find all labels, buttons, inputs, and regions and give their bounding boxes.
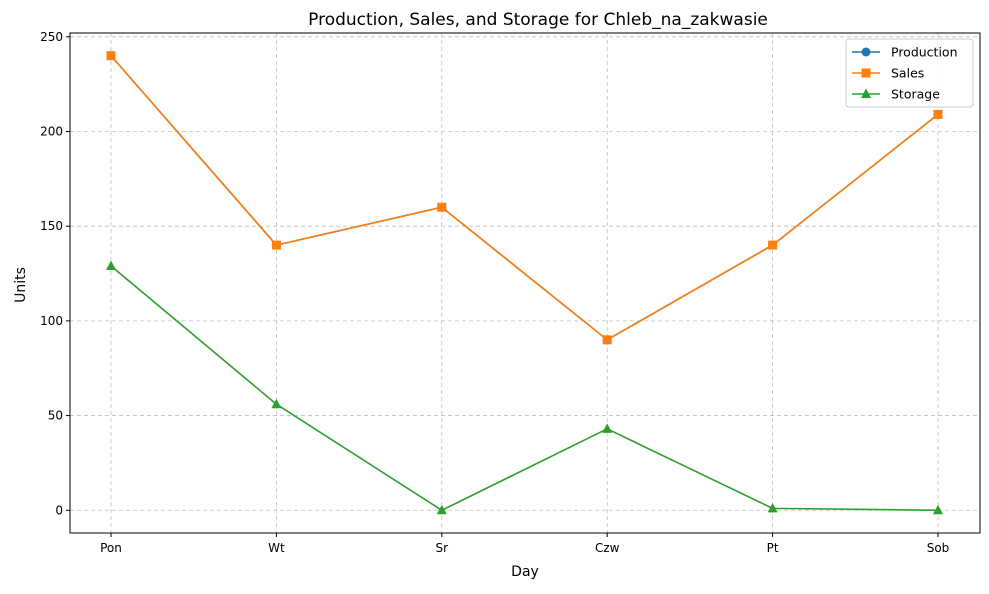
y-tick-label: 150 — [40, 219, 63, 233]
legend-item-production: Production — [852, 45, 958, 60]
legend: Production Sales Storage — [845, 38, 974, 108]
legend-box — [845, 38, 974, 108]
plot-frame — [69, 32, 981, 534]
sales-line — [110, 55, 939, 341]
x-axis-ticks: Pon Wt Sr Czw Pt Sob — [100, 533, 949, 555]
chart-title: Production, Sales, and Storage for Chleb… — [308, 10, 768, 30]
storage-point — [933, 504, 943, 515]
sales-point — [437, 202, 447, 212]
storage-point — [436, 504, 447, 515]
x-axis-label: Day — [511, 564, 539, 580]
x-tick-label: Czw — [595, 541, 620, 555]
y-tick-label: 100 — [40, 314, 63, 328]
y-tick-label: 50 — [48, 409, 63, 423]
storage-line — [110, 265, 939, 512]
x-tick-label: Sob — [927, 541, 950, 555]
legend-marker — [861, 47, 871, 57]
storage-series — [106, 260, 943, 515]
sales-point — [768, 240, 778, 250]
legend-marker — [861, 68, 871, 78]
y-tick-label: 200 — [40, 124, 63, 138]
sales-point — [933, 109, 943, 119]
sales-point — [602, 335, 612, 345]
y-tick-label: 0 — [55, 503, 63, 517]
legend-label: Production — [891, 45, 958, 60]
legend-item-storage: Storage — [852, 87, 940, 102]
storage-point — [106, 260, 116, 270]
y-axis-label: Units — [13, 267, 29, 303]
grid-lines — [70, 33, 980, 533]
series-layer — [106, 51, 943, 515]
legend-label: Storage — [891, 87, 940, 102]
legend-item-sales: Sales — [852, 66, 924, 81]
x-tick-label: Wt — [268, 541, 285, 555]
x-tick-label: Pt — [767, 541, 779, 555]
production-series — [106, 51, 943, 345]
sales-point — [106, 51, 116, 61]
y-axis-ticks: 0 50 100 150 200 250 — [40, 30, 70, 517]
storage-point — [767, 502, 778, 513]
legend-label: Sales — [891, 66, 924, 81]
legend-marker — [861, 88, 871, 98]
storage-point — [271, 398, 282, 409]
x-tick-label: Pon — [100, 541, 122, 555]
sales-point — [271, 240, 281, 250]
sales-series — [106, 51, 943, 345]
x-tick-label: Sr — [436, 541, 449, 555]
y-tick-label: 250 — [40, 30, 63, 44]
storage-point — [602, 423, 613, 433]
